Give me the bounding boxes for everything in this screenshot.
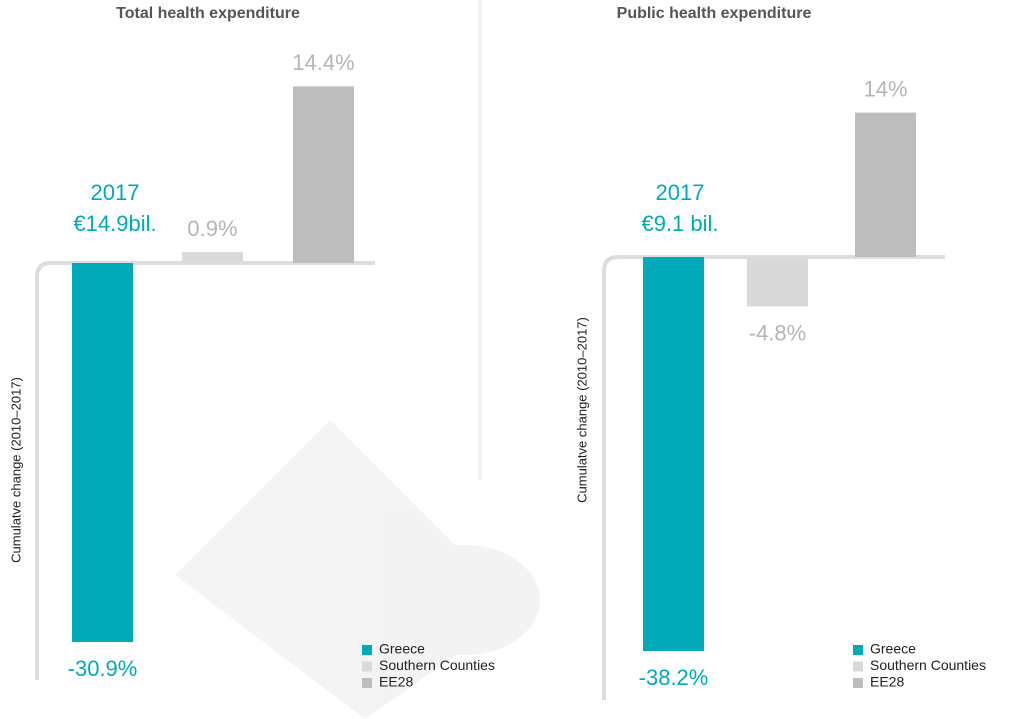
bar bbox=[855, 112, 916, 257]
legend-swatch bbox=[362, 661, 372, 672]
legend-label: Southern Counties bbox=[379, 657, 495, 673]
value-label: -30.9% bbox=[68, 656, 138, 681]
bar bbox=[72, 263, 133, 642]
legend-label: Greece bbox=[379, 641, 425, 657]
bar bbox=[643, 257, 704, 651]
bar bbox=[747, 257, 808, 307]
legend-label: Southern Counties bbox=[870, 657, 986, 673]
bar bbox=[182, 251, 243, 263]
value-label: -4.8% bbox=[749, 320, 806, 345]
value-label: 0.9% bbox=[187, 216, 237, 241]
value-label: 14.4% bbox=[292, 50, 354, 75]
annotation: €14.9bil. bbox=[73, 211, 156, 236]
legend-label: EE28 bbox=[379, 674, 413, 690]
money-icon bbox=[175, 420, 540, 719]
annotation: 2017 bbox=[656, 180, 705, 205]
chart-title: Total health expenditure bbox=[116, 5, 300, 22]
value-label: -38.2% bbox=[639, 665, 709, 690]
legend-swatch bbox=[853, 661, 863, 672]
annotation: 2017 bbox=[91, 180, 140, 205]
axis-line bbox=[602, 255, 945, 700]
legend-label: Greece bbox=[870, 641, 916, 657]
value-label: 14% bbox=[863, 76, 907, 101]
legend-swatch bbox=[362, 678, 372, 688]
axis-line bbox=[35, 261, 375, 680]
legend-swatch bbox=[853, 645, 863, 655]
bar bbox=[293, 86, 354, 264]
y-axis-label: Cumulatve change (2010–2017) bbox=[574, 317, 589, 503]
legend-swatch bbox=[362, 645, 372, 655]
annotation: €9.1 bil. bbox=[641, 211, 718, 236]
legend-swatch bbox=[853, 678, 863, 688]
legend-label: EE28 bbox=[870, 674, 904, 690]
y-axis-label: Cumulatve change (2010–2017) bbox=[8, 377, 23, 563]
chart-title: Public health expenditure bbox=[617, 5, 812, 22]
